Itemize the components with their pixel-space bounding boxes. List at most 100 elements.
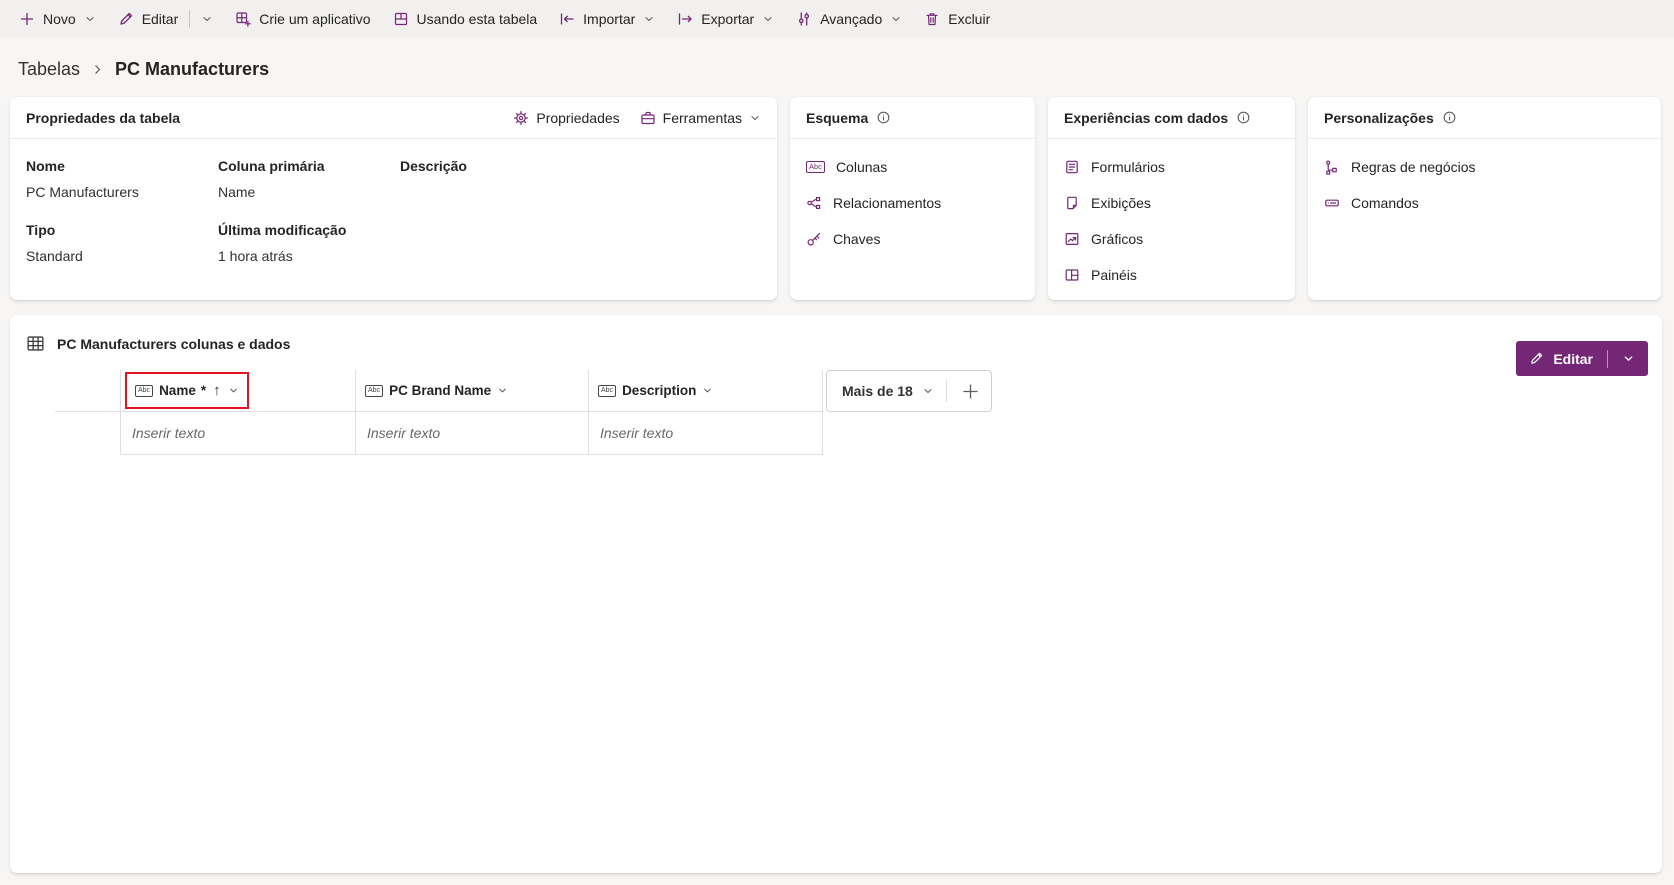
schema-item-label: Relacionamentos xyxy=(833,195,942,211)
chevron-down-icon[interactable] xyxy=(1622,352,1635,365)
add-column-button[interactable] xyxy=(959,380,982,403)
experiences-item-dashboards[interactable]: Painéis xyxy=(1064,257,1279,293)
tools-button-label: Ferramentas xyxy=(662,109,742,126)
info-icon[interactable] xyxy=(1442,110,1457,125)
experiences-item-views[interactable]: Exibições xyxy=(1064,185,1279,221)
more-columns-dropdown[interactable]: Mais de 18 xyxy=(842,383,934,399)
breadcrumb-tables-link[interactable]: Tabelas xyxy=(18,59,81,79)
pencil-icon xyxy=(118,11,134,27)
field-label: Nome xyxy=(26,158,65,174)
divider xyxy=(1607,349,1608,368)
column-header-pc-brand-name[interactable]: Abc PC Brand Name xyxy=(355,370,588,412)
schema-card: Esquema Abc Colunas Relacionamentos Chav… xyxy=(790,97,1035,300)
customizations-item-commands[interactable]: Comandos xyxy=(1324,185,1645,221)
create-app-button[interactable]: Crie um aplicativo xyxy=(224,0,381,38)
cell-pc-brand-name-input[interactable]: Inserir texto xyxy=(355,412,588,455)
import-label: Importar xyxy=(583,11,636,27)
edit-data-button[interactable]: Editar xyxy=(1516,341,1648,376)
field-ultima-modificacao: Última modificação 1 hora atrás xyxy=(218,222,400,265)
edit-data-button-label: Editar xyxy=(1553,350,1593,367)
gear-icon xyxy=(513,110,529,126)
chevron-down-icon xyxy=(922,385,934,397)
divider xyxy=(189,10,191,28)
data-grid-header-row: Abc Name * ↑ Abc PC Brand Name Abc Descr… xyxy=(55,370,1662,412)
cell-description-input[interactable]: Inserir texto xyxy=(588,412,823,455)
chevron-down-icon xyxy=(643,13,655,25)
field-value xyxy=(400,184,761,201)
schema-item-relationships[interactable]: Relacionamentos xyxy=(806,185,1019,221)
chevron-down-icon xyxy=(749,112,761,124)
info-icon[interactable] xyxy=(1236,110,1251,125)
page-title: PC Manufacturers xyxy=(115,59,270,79)
table-properties-fields: Nome PC Manufacturers Coluna primária Na… xyxy=(10,139,777,286)
data-experiences-card-header: Experiências com dados xyxy=(1048,97,1295,139)
chevron-down-icon xyxy=(762,13,774,25)
field-tipo: Tipo Standard xyxy=(26,222,218,265)
export-icon xyxy=(677,11,693,27)
advanced-button[interactable]: Avançado xyxy=(785,0,913,38)
name-column-highlight-box: Abc Name * ↑ xyxy=(125,372,249,409)
cell-name-input[interactable]: Inserir texto xyxy=(120,412,355,455)
field-label: Tipo xyxy=(26,222,56,238)
chevron-down-icon[interactable] xyxy=(702,385,713,396)
experiences-item-label: Painéis xyxy=(1091,267,1137,283)
data-experiences-card: Experiências com dados Formulários Exibi… xyxy=(1048,97,1295,300)
toolbox-icon xyxy=(640,110,656,126)
table-window-icon xyxy=(393,11,409,27)
text-column-icon: Abc xyxy=(365,384,384,397)
schema-item-columns[interactable]: Abc Colunas xyxy=(806,149,1019,185)
info-icon[interactable] xyxy=(876,110,891,125)
line-chart-icon xyxy=(1064,231,1080,247)
column-header-name[interactable]: Abc Name * ↑ xyxy=(120,370,355,412)
command-bar-icon xyxy=(1324,195,1340,211)
field-nome: Nome PC Manufacturers xyxy=(26,158,218,201)
customizations-card-header: Personalizações xyxy=(1308,97,1661,139)
summary-cards: Propriedades da tabela Propriedades Ferr… xyxy=(10,97,1661,300)
sort-ascending-icon: ↑ xyxy=(213,382,221,399)
tools-button[interactable]: Ferramentas xyxy=(640,110,761,126)
customizations-item-business-rules[interactable]: Regras de negócios xyxy=(1324,149,1645,185)
table-data-title: PC Manufacturers colunas e dados xyxy=(57,335,291,352)
export-label: Exportar xyxy=(701,11,755,27)
field-value: 1 hora atrás xyxy=(218,248,293,264)
experiences-item-forms[interactable]: Formulários xyxy=(1064,149,1279,185)
delete-button[interactable]: Excluir xyxy=(913,0,1001,38)
chevron-down-icon[interactable] xyxy=(201,13,213,25)
new-button[interactable]: Novo xyxy=(8,0,107,38)
text-column-icon: Abc xyxy=(806,161,825,173)
pencil-icon xyxy=(1529,351,1544,366)
field-value: Standard xyxy=(26,248,83,264)
experiences-item-label: Formulários xyxy=(1091,159,1165,175)
import-icon xyxy=(559,11,575,27)
field-coluna-primaria: Coluna primária Name xyxy=(218,158,400,201)
breadcrumb-chevron-icon xyxy=(91,63,104,76)
field-label: Última modificação xyxy=(218,222,347,238)
table-properties-card-header: Propriedades da tabela Propriedades Ferr… xyxy=(10,97,777,139)
chevron-down-icon[interactable] xyxy=(228,385,239,396)
chevron-down-icon[interactable] xyxy=(497,385,508,396)
row-selector-gutter xyxy=(55,370,120,412)
column-header-label: Description xyxy=(622,383,697,398)
chevron-down-icon xyxy=(890,13,902,25)
row-selector-gutter xyxy=(55,412,120,455)
table-data-section: PC Manufacturers colunas e dados Editar … xyxy=(10,315,1662,873)
customizations-item-label: Regras de negócios xyxy=(1351,159,1476,175)
column-header-description[interactable]: Abc Description xyxy=(588,370,823,412)
properties-button-label: Propriedades xyxy=(536,109,620,126)
schema-card-header: Esquema xyxy=(790,97,1035,139)
experiences-item-charts[interactable]: Gráficos xyxy=(1064,221,1279,257)
experiences-item-label: Gráficos xyxy=(1091,231,1144,247)
advanced-label: Avançado xyxy=(820,11,883,27)
using-this-table-button[interactable]: Usando esta tabela xyxy=(382,0,549,38)
schema-item-keys[interactable]: Chaves xyxy=(806,221,1019,257)
export-button[interactable]: Exportar xyxy=(666,0,785,38)
options-sliders-icon xyxy=(796,11,812,27)
edit-button[interactable]: Editar xyxy=(107,0,225,38)
more-columns-pill: Mais de 18 xyxy=(826,370,992,412)
delete-label: Excluir xyxy=(948,11,991,27)
card-title: Esquema xyxy=(806,109,869,126)
properties-button[interactable]: Propriedades xyxy=(513,109,620,126)
import-button[interactable]: Importar xyxy=(548,0,666,38)
plus-icon xyxy=(19,11,35,27)
relationship-icon xyxy=(806,195,822,211)
